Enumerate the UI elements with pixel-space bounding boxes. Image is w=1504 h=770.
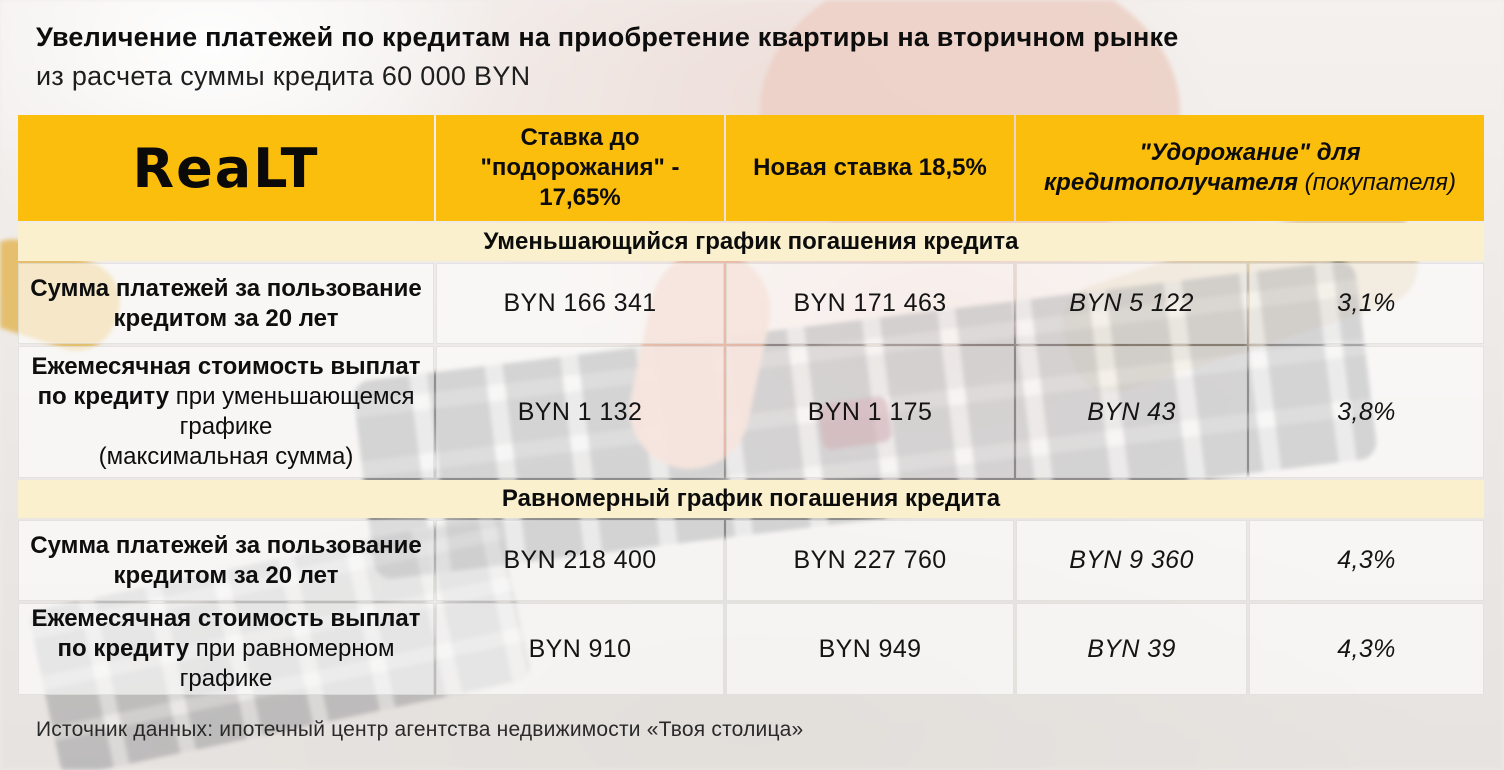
loan-comparison-table: ReaLT Ставка до "подорожания" - 17,65% Н… [18,115,1484,695]
value-rate-new: BYN 1 175 [726,346,1014,478]
value-increase-byn: BYN 43 [1016,346,1247,478]
column-header-increase-light: (покупателя) [1304,169,1456,196]
value-rate-old: BYN 1 132 [436,346,724,478]
value-rate-old: BYN 910 [436,603,724,695]
value-increase-byn: BYN 5 122 [1016,263,1247,344]
data-source-note: Источник данных: ипотечный центр агентст… [36,718,804,741]
page-header: Увеличение платежей по кредитам на приоб… [36,22,1178,92]
value-increase-byn: BYN 9 360 [1016,520,1247,601]
value-rate-old: BYN 166 341 [436,263,724,344]
value-increase-pct: 3,8% [1249,346,1484,478]
row-label: Сумма платежей за пользование кредитом з… [18,263,434,344]
value-increase-byn: BYN 39 [1016,603,1247,695]
realt-logo: ReaLT [132,136,320,200]
value-rate-old: BYN 218 400 [436,520,724,601]
value-increase-pct: 4,3% [1249,603,1484,695]
value-rate-new: BYN 227 760 [726,520,1014,601]
column-header-rate-old: Ставка до "подорожания" - 17,65% [436,115,724,221]
page-title: Увеличение платежей по кредитам на приоб… [36,22,1179,52]
value-increase-pct: 3,1% [1249,263,1484,344]
brand-logo-cell: ReaLT [18,115,434,221]
value-rate-new: BYN 171 463 [726,263,1014,344]
row-label: Ежемесячная стоимость выплат по кредиту … [18,603,434,695]
column-header-increase-bold: "Удорожание" для кредитополучателя [1044,139,1361,196]
value-rate-new: BYN 949 [726,603,1014,695]
column-header-rate-new: Новая ставка 18,5% [726,115,1014,221]
section-header-uniform-schedule: Равномерный график погашения кредита [18,480,1484,518]
row-label: Ежемесячная стоимость выплат по кредиту … [18,346,434,478]
page-subtitle: из расчета суммы кредита 60 000 BYN [36,61,531,91]
column-header-increase: "Удорожание" для кредитополучателя (поку… [1016,115,1484,221]
row-label: Сумма платежей за пользование кредитом з… [18,520,434,601]
section-header-decreasing-schedule: Уменьшающийся график погашения кредита [18,223,1484,261]
value-increase-pct: 4,3% [1249,520,1484,601]
